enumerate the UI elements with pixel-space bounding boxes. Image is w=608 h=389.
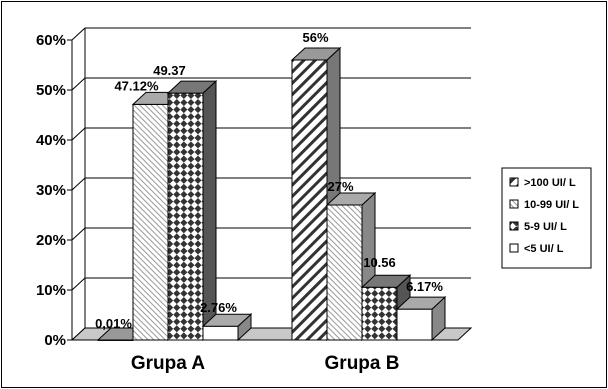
bar-top <box>166 80 218 94</box>
legend-swatch <box>509 177 519 187</box>
legend: >100 UI/ L 10-99 UI/ L 5-9 UI/ L <5 UI/ L <box>501 167 592 269</box>
bar-front <box>396 308 433 341</box>
bar-front <box>326 204 363 341</box>
bar <box>360 274 412 342</box>
bar-top <box>325 192 377 206</box>
bar-front <box>291 59 328 341</box>
gridline-diagonal <box>71 177 86 191</box>
bar <box>290 46 342 342</box>
bar <box>166 80 218 342</box>
bar-front <box>202 325 239 341</box>
data-label: 6.17% <box>406 279 443 294</box>
gridline-diagonal <box>71 227 86 241</box>
gridline-diagonal <box>71 127 86 141</box>
y-tick-label: 20% <box>36 232 66 249</box>
data-label: 27% <box>327 179 353 194</box>
data-label: 2.76% <box>200 300 237 315</box>
gridline-diagonal <box>71 27 86 41</box>
bar-top <box>290 47 342 61</box>
data-label: 0,01% <box>95 316 132 331</box>
y-tick-label: 30% <box>36 182 66 199</box>
bar <box>395 296 447 342</box>
gridline-diagonal <box>71 277 86 291</box>
gridline-diagonal <box>71 77 86 91</box>
bar-top <box>395 296 447 310</box>
y-tick-label: 40% <box>36 132 66 149</box>
data-label: 10.56 <box>363 255 396 270</box>
bar-front <box>361 286 398 341</box>
legend-item-label: >100 UI/ L <box>524 177 576 189</box>
labels-layer: Grupa A Grupa B 0,01% 56% 47.12% 27% 49.37 10.5… <box>95 30 443 374</box>
x-category-label: Grupa A <box>131 353 206 374</box>
legend-item-label: 10-99 UI/ L <box>524 199 579 211</box>
data-label: 49.37 <box>153 63 186 78</box>
y-tick-label: 10% <box>36 282 66 299</box>
legend-swatch <box>509 243 519 253</box>
legend-item-label: <5 UI/ L <box>524 243 564 255</box>
data-label: 47.12% <box>114 78 159 93</box>
legend-swatch <box>509 199 519 209</box>
y-tick-label: 60% <box>36 32 66 49</box>
bar-top <box>360 274 412 288</box>
bar-top <box>201 313 253 327</box>
x-category-label: Grupa B <box>325 353 400 374</box>
y-tick-label: 50% <box>36 82 66 99</box>
bars-layer <box>96 46 447 342</box>
bar-front <box>132 103 169 341</box>
legend-swatch <box>509 221 519 231</box>
y-tick-label: 0% <box>44 332 66 349</box>
data-label: 56% <box>302 30 328 45</box>
legend-item-label: 5-9 UI/ L <box>524 221 567 233</box>
bar <box>201 313 253 342</box>
bar-front <box>167 92 204 341</box>
